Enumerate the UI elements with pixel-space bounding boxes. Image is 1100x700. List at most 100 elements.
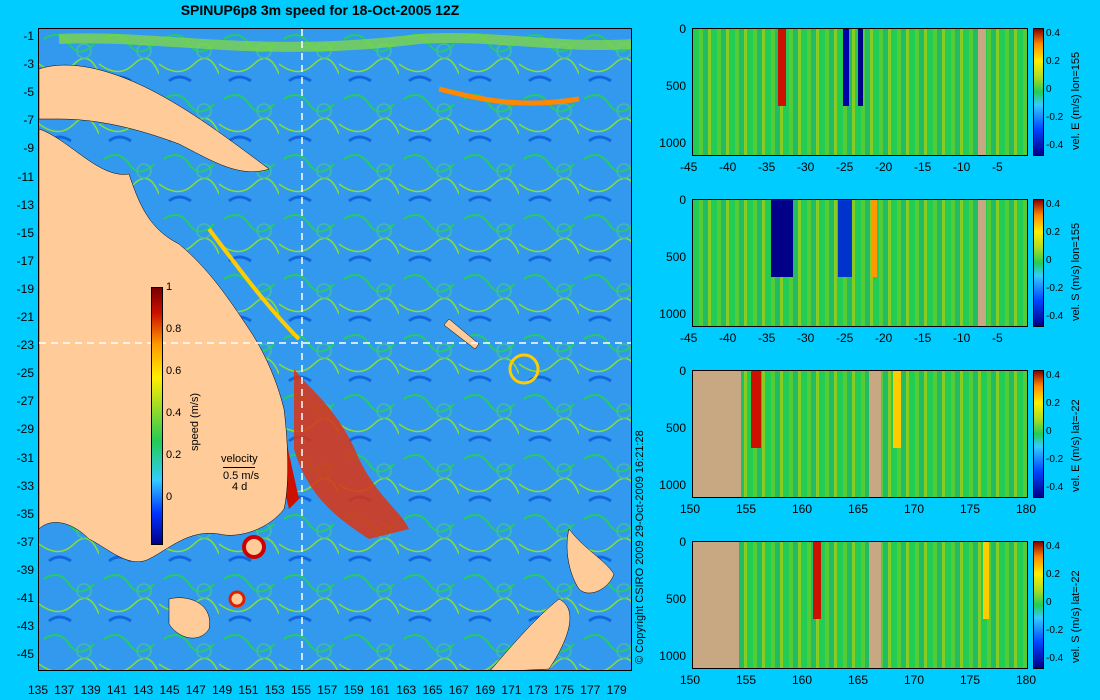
panel-y-tick-label: 1000: [659, 649, 686, 663]
lat-tick-label: -35: [16, 506, 34, 521]
panel-field-feature: [693, 371, 741, 497]
speed-colorbar-tick-0.6: 0.6: [166, 365, 182, 377]
lat-tick-label: -17: [16, 253, 34, 268]
panel-colorbar-label: vel. E (m/s) lon=155: [1070, 51, 1082, 150]
panel-plot: [692, 28, 1028, 156]
panel-colorbar-tick: 0.2: [1046, 227, 1060, 238]
panel-field-feature: [778, 29, 786, 106]
panel-x-tick-label: 160: [792, 673, 813, 687]
velocity-legend-speed: 0.5 m/s: [223, 470, 260, 482]
lat-tick-label: -5: [23, 85, 34, 100]
panel-field-feature: [771, 200, 793, 277]
panel-colorbar-tick: -0.4: [1046, 311, 1064, 322]
panel-y-tick-label: 1000: [659, 307, 686, 321]
panel-x-tick-label: -45: [680, 160, 698, 174]
lon-tick-label: 177: [580, 683, 601, 697]
lon-tick-label: 157: [317, 683, 338, 697]
panel-y-tick-label: 500: [665, 79, 686, 93]
panel-x-tick-label: -10: [953, 160, 971, 174]
speed-colorbar-label: speed (m/s): [189, 392, 201, 451]
panel-colorbar-tick: -0.2: [1046, 625, 1064, 636]
panel-field-feature: [978, 29, 986, 155]
panel-x-tick-label: 170: [904, 502, 925, 516]
lon-tick-label: 135: [28, 683, 49, 697]
panel-y-tick-label: 1000: [659, 478, 686, 492]
lon-tick-label: 159: [343, 683, 364, 697]
lon-tick-label: 161: [369, 683, 390, 697]
panel-x-tick-label: -5: [992, 160, 1003, 174]
lon-tick-label: 169: [475, 683, 496, 697]
panel-y-tick-label: 0: [679, 364, 686, 378]
panel-x-tick-label: 165: [848, 673, 869, 687]
panel-colorbar-tick: 0.2: [1046, 56, 1060, 67]
panel-y-tick-label: 500: [665, 592, 686, 606]
panel-x-tick-label: -10: [953, 331, 971, 345]
panel-field-feature: [893, 371, 901, 448]
velocity-legend-title: velocity: [221, 453, 258, 465]
panel-x-tick-label: -20: [875, 160, 893, 174]
lat-tick-label: -29: [16, 422, 34, 437]
panel-x-tick-label: -45: [680, 331, 698, 345]
lat-tick-label: -43: [16, 619, 34, 634]
panel-colorbar-tick: -0.2: [1046, 283, 1064, 294]
speed-colorbar-tick-0.2: 0.2: [166, 449, 182, 461]
panel-colorbar-tick: 0: [1046, 597, 1052, 608]
panel-y-tick-label: 0: [679, 193, 686, 207]
panel-colorbar-tick: 0: [1046, 255, 1052, 266]
lat-tick-label: -7: [23, 113, 34, 128]
panel-field-feature: [978, 200, 986, 326]
panel-colorbar-tick: -0.4: [1046, 140, 1064, 151]
panel-field-feature: [813, 542, 821, 619]
panel-x-tick-label: 160: [792, 502, 813, 516]
lat-tick-label: -19: [16, 281, 34, 296]
lon-tick-label: 141: [106, 683, 127, 697]
panel-field-feature: [693, 542, 739, 668]
figure-title: SPINUP6p8 3m speed for 18-Oct-2005 12Z: [180, 2, 460, 18]
lat-tick-label: -25: [16, 366, 34, 381]
panel-x-tick-label: -15: [914, 160, 932, 174]
panel-field-feature: [858, 29, 863, 106]
panel-x-tick-label: -35: [758, 331, 776, 345]
panel-field-feature: [751, 371, 761, 448]
panel-colorbar-label: vel. S (m/s) lon=155: [1070, 222, 1082, 321]
panel-x-tick-label: -15: [914, 331, 932, 345]
panel-colorbar: [1033, 370, 1044, 498]
speed-colorbar-tick-0.4: 0.4: [166, 407, 182, 419]
speed-colorbar-tick-0.8: 0.8: [166, 323, 182, 335]
panel-colorbar-tick: -0.4: [1046, 482, 1064, 493]
panel-colorbar-tick: 0.4: [1046, 199, 1060, 210]
panel-x-tick-label: 150: [680, 502, 701, 516]
panel-x-tick-label: -30: [797, 331, 815, 345]
velocity-arrow-icon: [223, 467, 255, 468]
speed-map: 1 0.8 0.6 0.4 0.2 0 speed (m/s) velocity…: [38, 28, 632, 671]
lat-tick-label: -39: [16, 562, 34, 577]
lon-tick-label: 171: [501, 683, 522, 697]
lat-tick-label: -31: [16, 450, 34, 465]
lon-tick-label: 139: [80, 683, 101, 697]
panel-colorbar-tick: -0.2: [1046, 112, 1064, 123]
panel-colorbar-tick: 0.4: [1046, 370, 1060, 381]
panel-x-tick-label: -20: [875, 331, 893, 345]
panel-field-feature: [983, 542, 989, 619]
panel-y-tick-label: 500: [665, 421, 686, 435]
lat-tick-label: -15: [16, 225, 34, 240]
lat-tick-label: -13: [16, 197, 34, 212]
panel-x-tick-label: 155: [736, 673, 757, 687]
panel-colorbar-tick: 0: [1046, 426, 1052, 437]
lat-tick-label: -41: [16, 591, 34, 605]
panel-y-tick-label: 0: [679, 22, 686, 36]
lat-tick-label: -21: [16, 310, 34, 324]
lat-tick-label: -3: [23, 57, 34, 72]
lon-tick-label: 151: [238, 683, 259, 697]
lon-tick-label: 167: [448, 683, 469, 697]
panel-colorbar: [1033, 199, 1044, 327]
panel-plot: [692, 199, 1028, 327]
panel-colorbar-tick: 0.2: [1046, 398, 1060, 409]
panel-y-tick-label: 0: [679, 535, 686, 549]
lon-tick-label: 137: [54, 683, 75, 697]
panel-colorbar-tick: 0: [1046, 84, 1052, 95]
lon-tick-label: 175: [554, 683, 575, 697]
lon-tick-label: 173: [527, 683, 548, 697]
lon-tick-label: 155: [291, 683, 312, 697]
panel-field-feature: [843, 29, 849, 106]
